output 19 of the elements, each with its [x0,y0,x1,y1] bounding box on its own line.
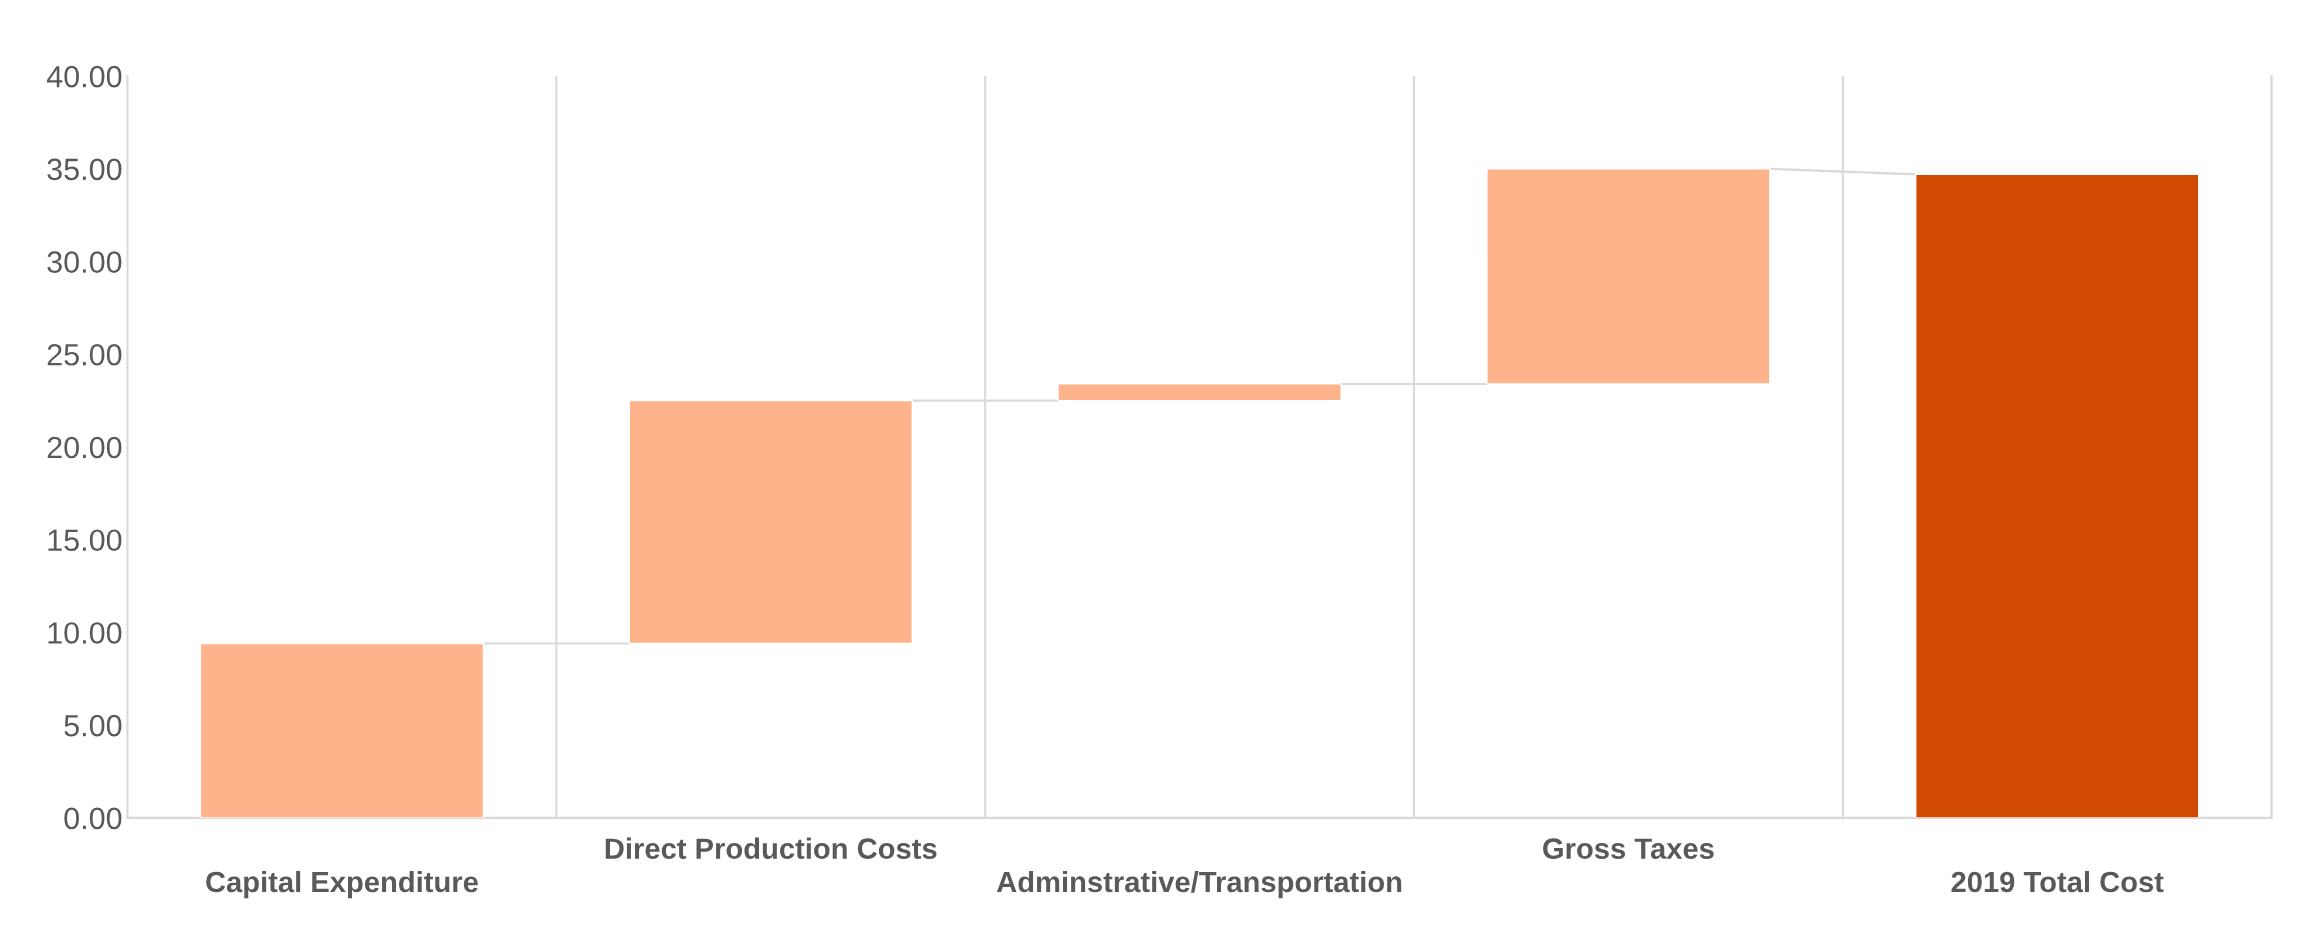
x-tick-label: 2019 Total Cost [1951,870,2164,893]
x-tick-label: Adminstrative/Transportation [996,870,1402,899]
x-tick-label: Direct Production Costs [605,837,937,859]
y-tick-label: 0.00 [64,807,122,830]
y-tick-label: 10.00 [48,622,122,644]
bar [628,399,913,645]
y-tick-label: 30.00 [47,251,122,273]
y-tick-label: 20.00 [47,436,122,459]
y-tick-label: 5.00 [64,714,122,737]
y-tick-label: 35.00 [47,158,122,181]
bar [1915,173,2200,818]
y-tick-label: 25.00 [47,343,122,366]
y-tick-label: 15.00 [48,529,122,552]
bar [1486,168,1771,385]
bar [199,642,485,818]
x-tick-label: Gross Taxes [1543,838,1714,859]
bar [1057,383,1342,402]
y-tick-label: 40.00 [46,65,122,88]
x-tick-label: Capital Expenditure [206,870,478,899]
